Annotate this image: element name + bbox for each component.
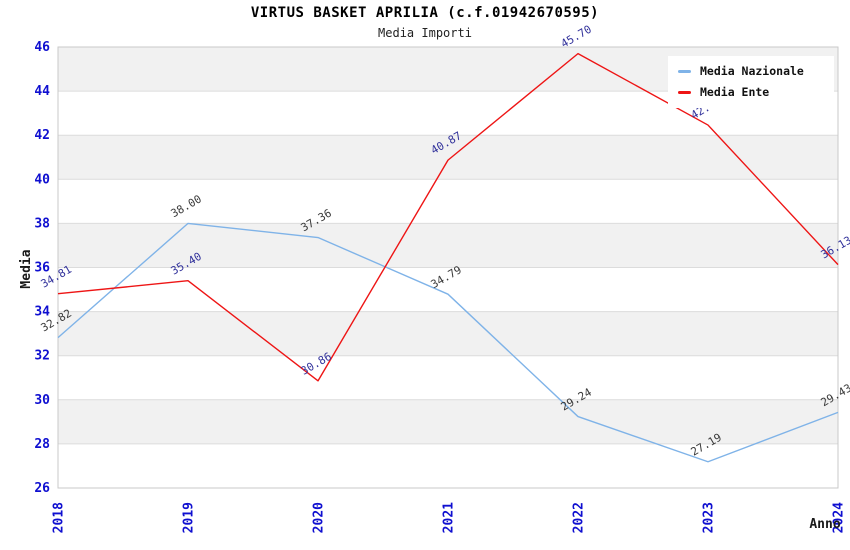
series-line-media-nazionale [57,222,839,463]
band [58,223,838,268]
x-tick-label: 2024 [832,502,847,533]
band [58,311,838,356]
chart-title: VIRTUS BASKET APRILIA (c.f.01942670595) [250,5,600,21]
x-axis-title: Anno [809,517,840,532]
x-tick-label: 2020 [312,502,327,533]
legend-label-media-nazionale: Media Nazionale [700,64,804,78]
legend-item-media-nazionale: Media Nazionale [678,64,828,78]
x-tick-label: 2021 [442,502,457,533]
legend-swatch-media-ente [678,90,691,94]
legend-swatch-media-nazionale [678,69,691,73]
y-tick-label: 28 [34,437,50,452]
y-axis-title: Media [19,249,34,288]
x-tick-label: 2022 [572,502,587,533]
y-tick-label: 44 [34,84,50,99]
data-point-label: 38.00 [169,192,204,220]
series-line-media-ente [57,52,839,382]
x-tick-label: 2023 [702,502,717,533]
y-tick-label: 36 [34,261,50,276]
y-tick-label: 30 [34,393,50,408]
chart-subtitle: Media Importi [378,26,472,40]
y-tick-label: 32 [34,349,50,364]
legend-label-media-ente: Media Ente [700,85,770,99]
y-tick-label: 46 [34,40,50,55]
band [58,135,838,180]
y-tick-label: 38 [34,216,50,231]
y-tick-label: 40 [34,172,50,187]
y-tick-label: 34 [34,305,50,320]
x-tick-label: 2019 [182,502,197,533]
y-tick-label: 26 [34,481,50,496]
x-tick-label: 2018 [52,502,67,533]
band [58,399,838,444]
data-point-label: 45.70 [559,23,594,51]
plot-border [57,46,839,489]
y-tick-label: 42 [34,128,50,143]
legend: Media Nazionale Media Ente [668,56,834,108]
legend-item-media-ente: Media Ente [678,85,828,99]
